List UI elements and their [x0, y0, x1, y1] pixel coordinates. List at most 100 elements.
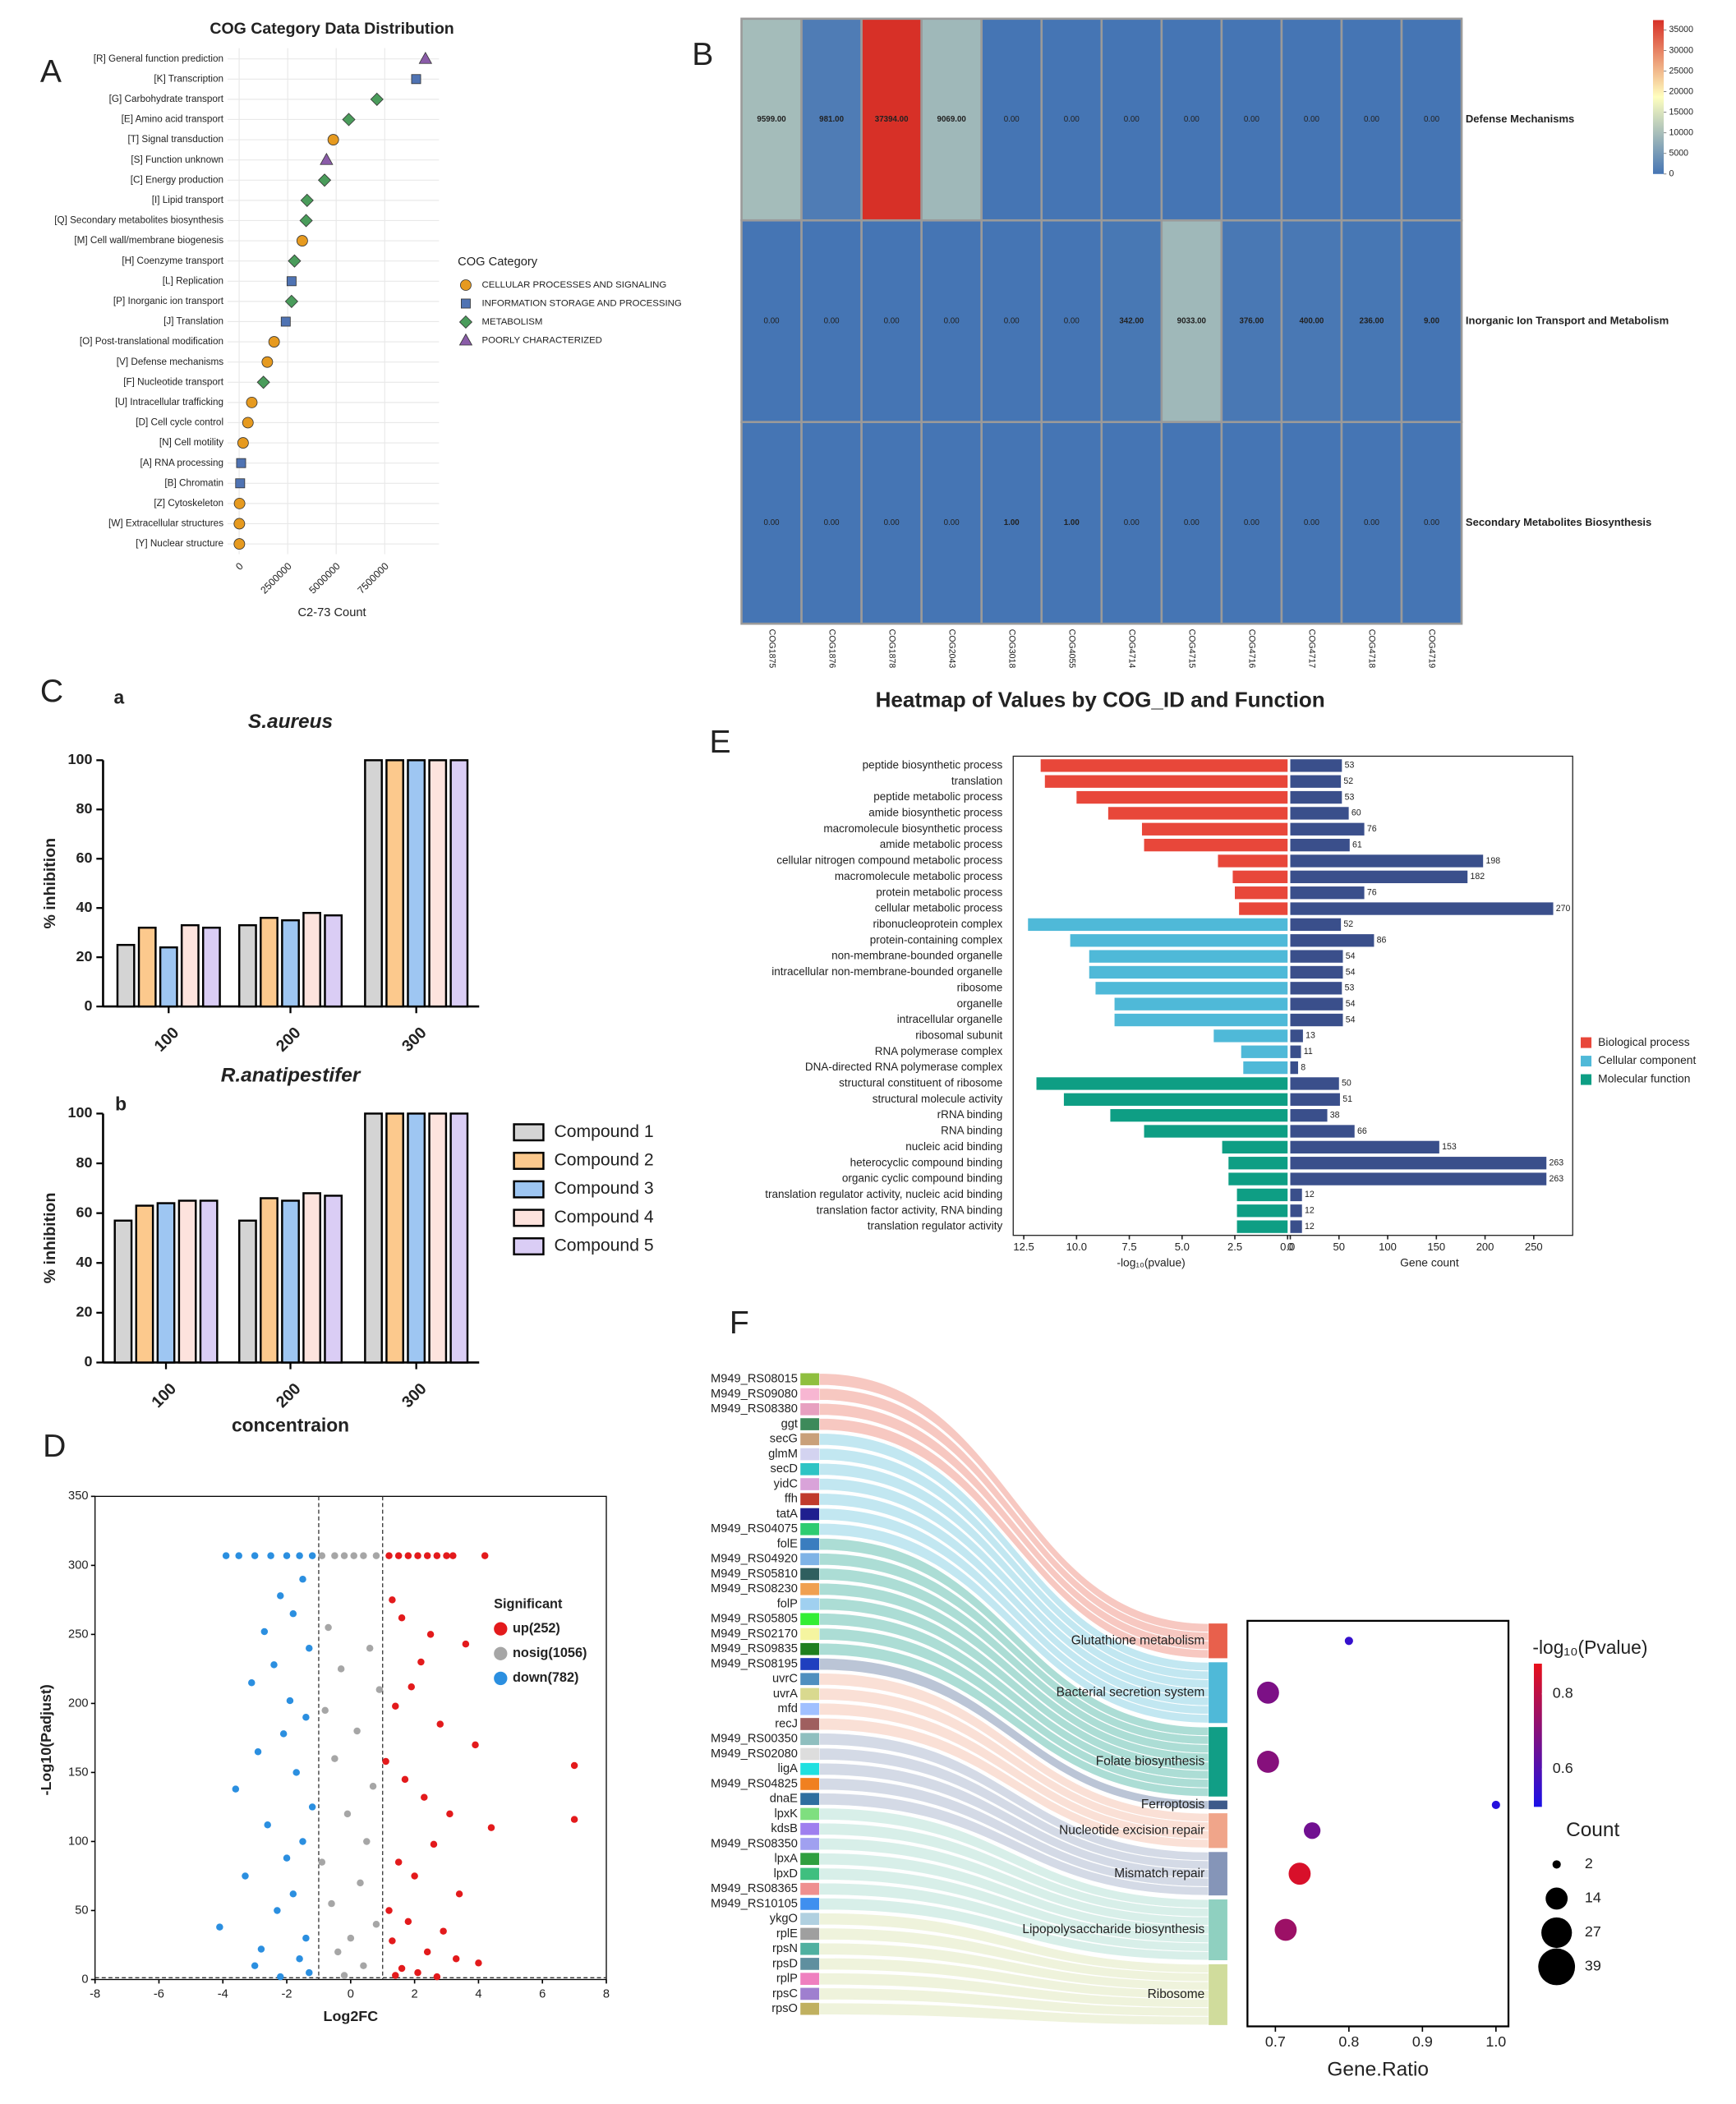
- point: [385, 1907, 393, 1914]
- point: [481, 1552, 489, 1559]
- x-tick-label: 12.5: [1013, 1241, 1034, 1253]
- gene-label: uvrA: [773, 1687, 798, 1701]
- point: [446, 1810, 454, 1818]
- point: [418, 52, 433, 64]
- category-label: protein-containing complex: [870, 933, 1003, 946]
- x-tick-label: 50: [1333, 1241, 1345, 1253]
- pathway-label: Ferroptosis: [1141, 1798, 1205, 1812]
- gene-node: [800, 1582, 820, 1595]
- point: [286, 1697, 294, 1705]
- x-tick-label: 0.9: [1412, 2033, 1433, 2050]
- point: [242, 1872, 249, 1880]
- size-legend-swatch: [1541, 1917, 1573, 1949]
- colorbar-tick-label: 15000: [1669, 107, 1694, 117]
- gene-label: ggt: [781, 1417, 798, 1430]
- pathway-label: Mismatch repair: [1114, 1867, 1204, 1881]
- bar: [237, 1219, 257, 1364]
- point: [302, 1713, 310, 1721]
- gene-node: [800, 1538, 820, 1550]
- point: [350, 1552, 357, 1559]
- category-label: [Z] Cytoskeleton: [154, 498, 223, 509]
- count-bar: [1290, 807, 1349, 820]
- count-bar: [1290, 838, 1350, 852]
- heatmap-cell: [1280, 421, 1343, 625]
- y-tick-label: 40: [76, 1254, 92, 1270]
- legend-swatch: [494, 1671, 508, 1686]
- gene-node: [800, 1733, 820, 1746]
- point: [264, 1821, 271, 1829]
- x-axis-label: C2-73 Count: [297, 606, 366, 619]
- heatmap-cell: [1340, 421, 1403, 625]
- bar: [137, 926, 157, 1008]
- category-label: macromolecule metabolic process: [835, 870, 1003, 882]
- x-axis-label: Gene count: [1400, 1256, 1459, 1269]
- colorbar-tick-label: 0.8: [1553, 1684, 1573, 1701]
- count-bar: [1290, 1108, 1328, 1122]
- gene-label: yidC: [774, 1477, 799, 1490]
- x-tick-label: 7.5: [1122, 1241, 1137, 1253]
- cell-label: 400.00: [1299, 317, 1324, 326]
- bar: [113, 1219, 133, 1364]
- cell-label: 9033.00: [1177, 317, 1207, 326]
- gene-label: M949_RS04920: [711, 1553, 798, 1566]
- bar: [324, 1195, 343, 1364]
- point: [411, 74, 421, 85]
- cell-label: 1.00: [1064, 518, 1080, 527]
- heatmap-cell: [1100, 17, 1163, 222]
- legend-swatch: [460, 279, 472, 291]
- column-label: COG2043: [946, 629, 956, 669]
- y-tick-label: 100: [68, 1104, 93, 1121]
- pvalue-bar: [1236, 1220, 1288, 1233]
- pathway-label: Nucleotide excision repair: [1059, 1823, 1204, 1837]
- cell-label: 0.00: [1244, 115, 1260, 124]
- y-tick-label: 20: [76, 948, 92, 965]
- pvalue-bar: [1110, 1108, 1288, 1122]
- count-bar: [1290, 886, 1365, 900]
- point: [235, 1552, 242, 1559]
- y-tick-label: 60: [76, 849, 92, 866]
- point: [462, 1640, 470, 1648]
- count-label: 198: [1485, 856, 1500, 866]
- count-bar: [1290, 1204, 1302, 1218]
- gene-node: [800, 1522, 820, 1535]
- point: [260, 1627, 269, 1636]
- count-label: 12: [1305, 1222, 1315, 1232]
- bar: [302, 911, 321, 1008]
- point: [256, 375, 270, 389]
- count-bar: [1290, 790, 1342, 804]
- legend-label: Compound 3: [554, 1179, 653, 1198]
- point: [389, 1596, 396, 1604]
- bar: [385, 759, 405, 1008]
- legend-swatch: [1581, 1056, 1592, 1067]
- x-tick-label: 1.0: [1485, 2033, 1506, 2050]
- count-label: 60: [1352, 808, 1361, 818]
- gene-label: mfd: [778, 1702, 798, 1715]
- panel-letter: A: [40, 54, 62, 90]
- legend-title: Significant: [494, 1597, 563, 1612]
- category-label: [O] Post-translational modification: [80, 336, 223, 347]
- point: [414, 1968, 421, 1977]
- cell-label: 0.00: [1184, 518, 1200, 527]
- chart-title: Heatmap of Values by COG_ID and Function: [876, 688, 1325, 712]
- category-label: RNA binding: [941, 1125, 1002, 1137]
- count-bar: [1290, 982, 1342, 995]
- pvalue-bar: [1114, 997, 1288, 1011]
- point: [242, 417, 254, 429]
- point: [292, 1769, 300, 1776]
- count-bar: [1290, 870, 1468, 884]
- pvalue-bar: [1241, 1045, 1288, 1058]
- gene-label: rpsC: [772, 1987, 798, 2000]
- gene-node: [800, 1418, 820, 1430]
- subpanel-letter: b: [115, 1093, 127, 1115]
- panel-letter: D: [43, 1429, 66, 1464]
- point: [342, 113, 356, 127]
- point: [360, 1962, 367, 1969]
- point: [363, 1838, 371, 1845]
- category-label: [I] Lipid transport: [152, 195, 224, 205]
- legend-swatch: [458, 315, 473, 329]
- point: [232, 1785, 240, 1793]
- pvalue-bar: [1044, 775, 1288, 788]
- row-label: Defense Mechanisms: [1466, 113, 1574, 125]
- gene-node: [800, 1762, 820, 1775]
- point: [430, 1840, 438, 1848]
